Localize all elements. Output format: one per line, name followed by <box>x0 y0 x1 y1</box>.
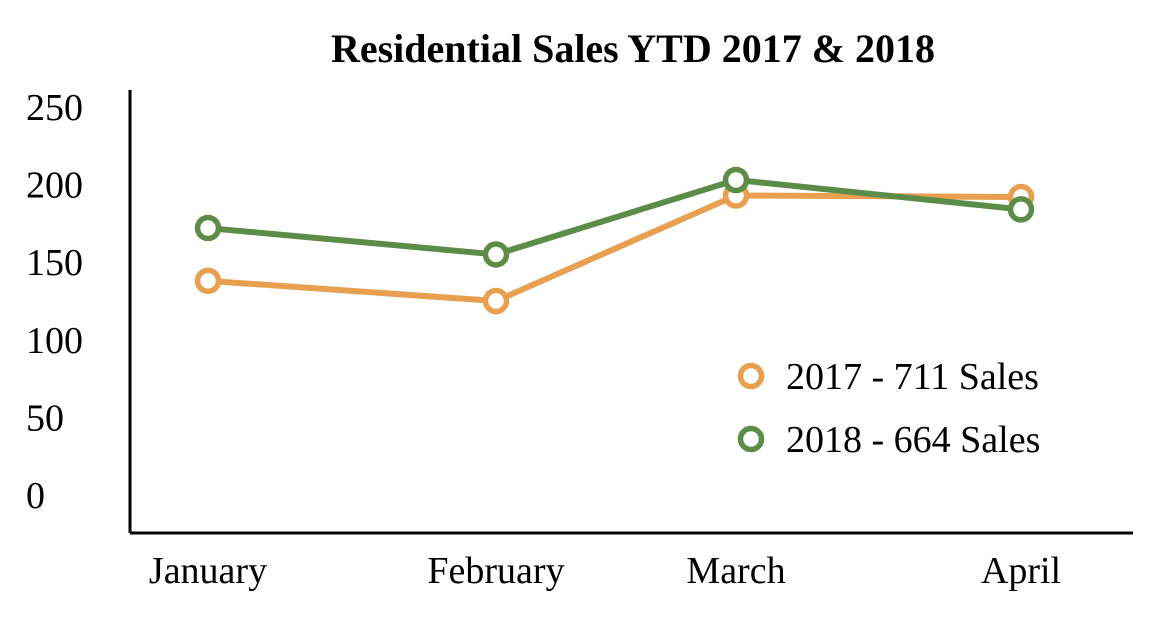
y-tick-label: 0 <box>26 475 45 517</box>
legend-label: 2017 - 711 Sales <box>786 356 1039 398</box>
y-tick-label: 250 <box>26 87 83 129</box>
legend: 2017 - 711 Sales 2018 - 664 Sales <box>737 356 1040 461</box>
data-point <box>482 287 510 315</box>
data-point <box>1007 196 1035 223</box>
chart-title: Residential Sales YTD 2017 & 2018 <box>331 26 935 71</box>
x-tick-labels: January February March April <box>149 550 1061 592</box>
data-point <box>194 214 222 242</box>
y-tick-labels: 0 50 100 150 200 250 <box>26 87 83 517</box>
series-points <box>194 166 1035 315</box>
series-line <box>205 176 1024 258</box>
series-lines <box>205 176 1024 304</box>
data-point <box>482 241 510 268</box>
legend-label: 2018 - 664 Sales <box>786 419 1040 461</box>
y-tick-label: 100 <box>26 320 83 362</box>
legend-marker <box>737 362 765 390</box>
series-line <box>205 192 1024 304</box>
x-tick-label: March <box>686 550 785 592</box>
legend-marker <box>737 425 765 453</box>
x-tick-label: February <box>427 550 564 592</box>
y-tick-label: 150 <box>26 242 83 284</box>
data-point <box>722 166 750 194</box>
x-tick-label: April <box>981 550 1061 592</box>
x-tick-label: January <box>149 550 267 592</box>
y-tick-label: 200 <box>26 165 83 207</box>
y-tick-label: 50 <box>26 397 64 439</box>
data-point <box>194 267 222 295</box>
axes <box>128 90 1133 535</box>
